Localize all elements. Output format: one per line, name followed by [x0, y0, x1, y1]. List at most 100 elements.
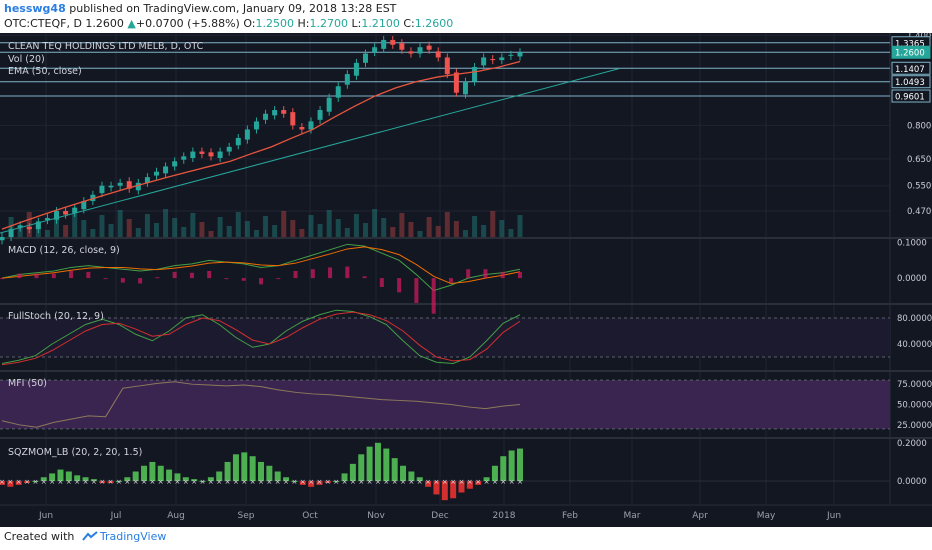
- squeeze-dot-icon: ×: [517, 478, 523, 486]
- volume-bar: [372, 209, 378, 237]
- candle-body: [444, 57, 450, 75]
- momentum-bar: [433, 481, 440, 495]
- momentum-bar: [207, 477, 214, 482]
- indicator-tick-label: 0.1000: [897, 239, 927, 249]
- tradingview-link[interactable]: TradingView: [99, 530, 167, 543]
- squeeze-dot-icon: ×: [291, 478, 297, 486]
- momentum-bar: [517, 448, 523, 482]
- volume-bar: [244, 221, 250, 237]
- candle-body: [353, 62, 359, 76]
- squeeze-dot-icon: ×: [133, 478, 139, 486]
- momentum-bar: [274, 471, 281, 482]
- momentum-bar: [333, 481, 340, 483]
- candle-body: [253, 121, 259, 130]
- x-tick-label: 2018: [493, 511, 516, 521]
- squeeze-dot-icon: ×: [400, 478, 406, 486]
- macd-histogram-bar: [518, 271, 522, 279]
- momentum-bar: [500, 456, 507, 482]
- candle-body: [435, 51, 441, 58]
- momentum-bar: [132, 471, 139, 482]
- momentum-bar: [383, 448, 390, 482]
- trendline[interactable]: [0, 67, 621, 234]
- squeeze-dot-icon: ×: [233, 478, 239, 486]
- price-tick-label: 0.4700: [907, 207, 932, 217]
- macd-histogram-bar: [120, 278, 125, 283]
- macd-histogram-bar: [293, 271, 298, 279]
- low-value: 1.2100: [361, 17, 400, 30]
- momentum-bar: [358, 454, 365, 482]
- macd-histogram-bar: [310, 269, 315, 279]
- candle-body: [344, 74, 350, 85]
- volume-bar: [44, 230, 50, 237]
- macd-histogram-bar: [69, 271, 74, 279]
- candle-body: [144, 177, 150, 183]
- squeeze-dot-icon: ×: [500, 478, 506, 486]
- candle-body: [199, 151, 205, 154]
- squeeze-dot-icon: ×: [250, 478, 256, 486]
- momentum-bar: [0, 481, 5, 485]
- macd-histogram-bar: [362, 276, 367, 279]
- candle-body: [135, 182, 141, 191]
- candle-body: [481, 57, 487, 66]
- candle-body: [72, 207, 78, 213]
- price-level-label: 1.1407: [895, 65, 925, 75]
- volume-bar: [63, 225, 69, 237]
- squeeze-dot-icon: ×: [24, 478, 30, 486]
- series-line: [1, 311, 521, 366]
- macd-histogram-bar: [103, 278, 108, 280]
- chart-layers: Jun Jul Aug Sep Oct Nov Dec 2018 Feb Mar Apr May Jun…: [0, 33, 932, 521]
- macd-histogram-bar: [466, 269, 471, 279]
- volume-bar: [335, 219, 341, 237]
- momentum-bar: [508, 450, 515, 482]
- volume-bar: [235, 212, 241, 237]
- squeeze-dot-icon: ×: [350, 478, 356, 486]
- candle-body: [517, 52, 523, 57]
- grid: [0, 33, 932, 506]
- candle-body: [244, 129, 250, 140]
- squeeze-dot-icon: ×: [475, 478, 481, 486]
- volume-bar: [72, 211, 78, 237]
- candle-body: [26, 226, 32, 230]
- momentum-bar: [141, 465, 148, 482]
- macd-histogram-bar: [241, 278, 246, 281]
- squeeze-dot-icon: ×: [0, 478, 5, 486]
- price-level-tag: [891, 45, 931, 59]
- squeeze-dot-icon: ×: [66, 478, 72, 486]
- momentum-bar: [441, 481, 448, 501]
- squeeze-dot-icon: ×: [91, 478, 97, 486]
- volume-bar: [208, 231, 214, 237]
- x-tick-label: Mar: [624, 511, 641, 521]
- momentum-bar: [299, 481, 306, 485]
- chart-canvas[interactable]: Jun Jul Aug Sep Oct Nov Dec 2018 Feb Mar Apr May Jun…: [0, 33, 932, 527]
- momentum-bar: [425, 481, 432, 487]
- volume-bar: [308, 215, 314, 237]
- volume-bar: [517, 215, 523, 237]
- squeeze-dot-icon: ×: [41, 478, 47, 486]
- indicator-tick-label: 75.0000: [897, 380, 932, 390]
- momentum-bar: [266, 465, 273, 482]
- momentum-bar: [241, 452, 248, 482]
- candle-body: [453, 72, 459, 93]
- candle-body: [217, 151, 223, 158]
- high-label: H:: [297, 17, 310, 30]
- published-text: published on TradingView.com, January 09…: [69, 2, 397, 15]
- candle-body: [81, 201, 87, 210]
- squeeze-dot-icon: ×: [275, 478, 281, 486]
- momentum-bar: [283, 477, 290, 482]
- momentum-bar: [149, 461, 156, 482]
- momentum-bar: [32, 481, 39, 483]
- squeeze-dot-icon: ×: [442, 478, 448, 486]
- open-value: 1.2500: [255, 17, 295, 30]
- x-tick-label: Dec: [431, 511, 448, 521]
- x-tick-label: Nov: [367, 511, 385, 521]
- candle-body: [299, 127, 305, 130]
- squeeze-dot-icon: ×: [484, 478, 490, 486]
- symbol-label: OTC:CTEQF, D: [4, 17, 82, 30]
- squeeze-dot-icon: ×: [383, 478, 389, 486]
- momentum-bar: [216, 471, 223, 482]
- volume-bar: [217, 217, 223, 237]
- momentum-bar: [400, 465, 407, 482]
- author-link[interactable]: hesswg48: [4, 2, 66, 15]
